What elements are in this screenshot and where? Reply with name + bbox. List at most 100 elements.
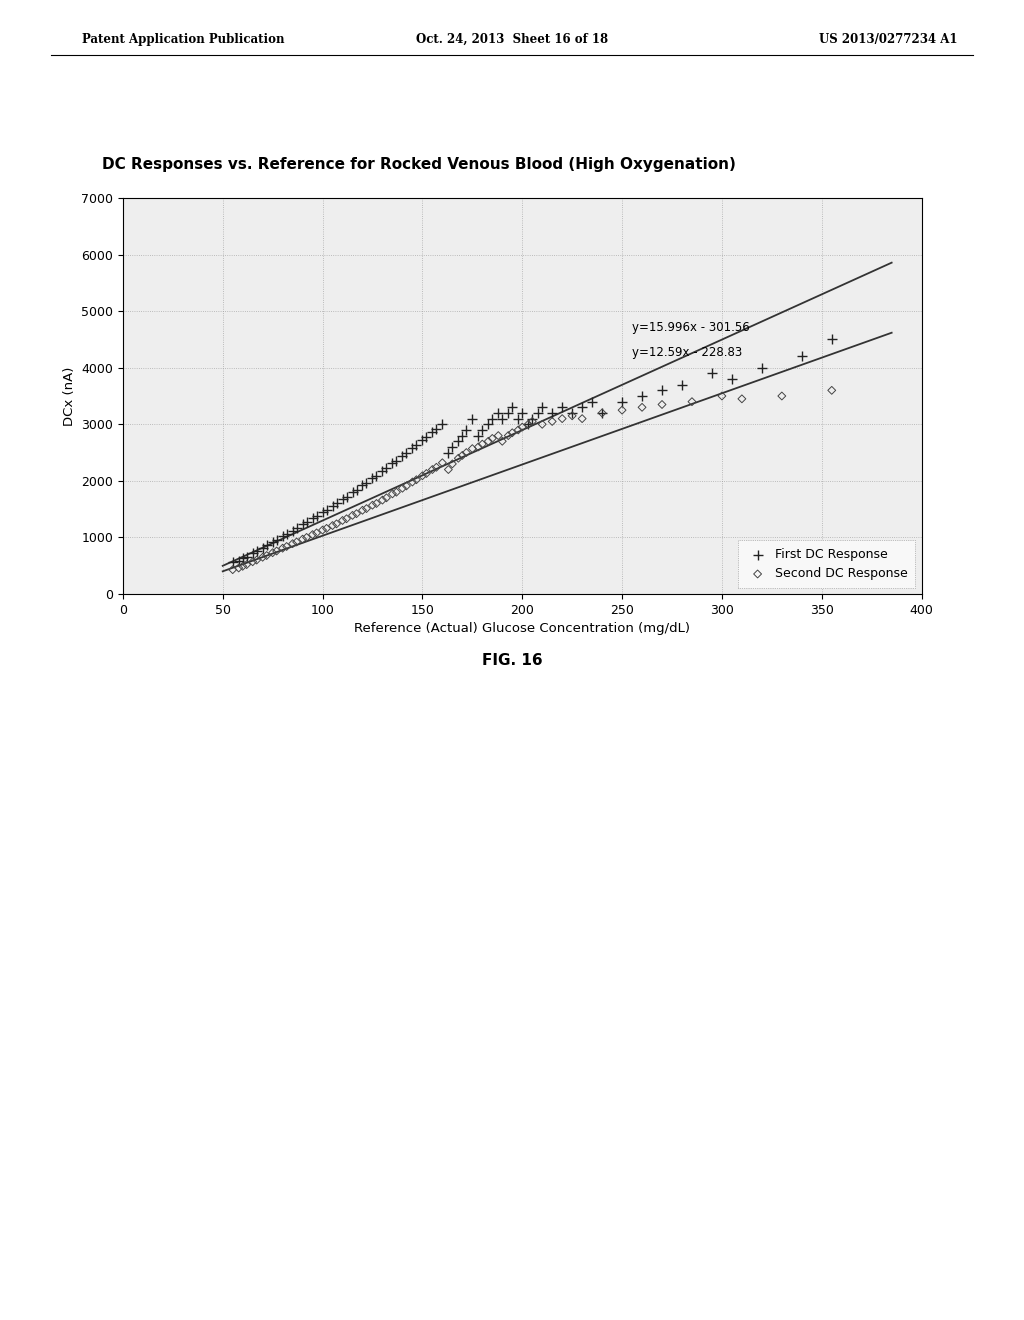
First DC Response bbox=[495, 408, 511, 429]
Second DC Response bbox=[329, 513, 345, 535]
Second DC Response bbox=[594, 403, 610, 424]
First DC Response bbox=[451, 430, 467, 451]
Second DC Response bbox=[451, 447, 467, 469]
First DC Response bbox=[490, 403, 507, 424]
Second DC Response bbox=[474, 433, 490, 454]
Second DC Response bbox=[304, 524, 321, 545]
Text: y=15.996x - 301.56: y=15.996x - 301.56 bbox=[632, 321, 750, 334]
First DC Response bbox=[279, 524, 295, 545]
First DC Response bbox=[500, 403, 516, 424]
First DC Response bbox=[594, 403, 610, 424]
Second DC Response bbox=[224, 560, 241, 581]
X-axis label: Reference (Actual) Glucose Concentration (mg/dL): Reference (Actual) Glucose Concentration… bbox=[354, 622, 690, 635]
Second DC Response bbox=[464, 438, 480, 459]
First DC Response bbox=[418, 426, 434, 447]
Second DC Response bbox=[249, 549, 265, 570]
Second DC Response bbox=[614, 400, 631, 421]
First DC Response bbox=[554, 397, 570, 418]
Second DC Response bbox=[398, 475, 415, 496]
First DC Response bbox=[754, 358, 770, 379]
First DC Response bbox=[455, 425, 471, 446]
Second DC Response bbox=[409, 469, 425, 490]
Text: DC Responses vs. Reference for Rocked Venous Blood (High Oxygenation): DC Responses vs. Reference for Rocked Ve… bbox=[102, 157, 736, 172]
Second DC Response bbox=[480, 430, 497, 451]
Second DC Response bbox=[504, 422, 520, 444]
Second DC Response bbox=[524, 411, 541, 432]
Second DC Response bbox=[455, 445, 471, 466]
First DC Response bbox=[245, 543, 261, 564]
First DC Response bbox=[480, 413, 497, 434]
First DC Response bbox=[573, 397, 590, 418]
First DC Response bbox=[514, 403, 530, 424]
First DC Response bbox=[354, 475, 371, 496]
Second DC Response bbox=[564, 405, 581, 426]
Second DC Response bbox=[500, 425, 516, 446]
Second DC Response bbox=[245, 552, 261, 573]
First DC Response bbox=[314, 502, 331, 523]
Second DC Response bbox=[684, 391, 700, 412]
Second DC Response bbox=[424, 459, 440, 480]
Text: US 2013/0277234 A1: US 2013/0277234 A1 bbox=[819, 33, 957, 46]
First DC Response bbox=[230, 550, 247, 572]
Legend: First DC Response, Second DC Response: First DC Response, Second DC Response bbox=[737, 540, 915, 587]
First DC Response bbox=[338, 486, 354, 507]
First DC Response bbox=[365, 467, 381, 488]
First DC Response bbox=[258, 535, 274, 556]
First DC Response bbox=[654, 380, 671, 401]
First DC Response bbox=[304, 508, 321, 529]
First DC Response bbox=[344, 482, 360, 503]
First DC Response bbox=[358, 473, 375, 494]
Second DC Response bbox=[344, 504, 360, 525]
Second DC Response bbox=[298, 527, 314, 548]
First DC Response bbox=[334, 488, 350, 510]
First DC Response bbox=[348, 479, 365, 500]
Second DC Response bbox=[733, 388, 750, 409]
First DC Response bbox=[614, 391, 631, 412]
Second DC Response bbox=[378, 487, 394, 508]
Second DC Response bbox=[470, 437, 486, 458]
Second DC Response bbox=[338, 508, 354, 529]
Second DC Response bbox=[774, 385, 791, 407]
Second DC Response bbox=[258, 545, 274, 566]
Text: FIG. 16: FIG. 16 bbox=[481, 653, 543, 668]
Second DC Response bbox=[440, 459, 457, 480]
Second DC Response bbox=[510, 420, 526, 441]
First DC Response bbox=[329, 492, 345, 513]
Second DC Response bbox=[388, 482, 404, 503]
First DC Response bbox=[504, 397, 520, 418]
Second DC Response bbox=[308, 523, 325, 544]
Second DC Response bbox=[325, 515, 341, 536]
First DC Response bbox=[409, 434, 425, 455]
First DC Response bbox=[434, 413, 451, 434]
First DC Response bbox=[470, 425, 486, 446]
First DC Response bbox=[464, 408, 480, 429]
First DC Response bbox=[249, 540, 265, 561]
First DC Response bbox=[268, 529, 285, 550]
First DC Response bbox=[298, 512, 314, 533]
Second DC Response bbox=[254, 546, 270, 568]
First DC Response bbox=[794, 346, 810, 367]
Second DC Response bbox=[520, 413, 537, 434]
Second DC Response bbox=[369, 492, 385, 513]
First DC Response bbox=[424, 421, 440, 442]
Second DC Response bbox=[384, 483, 400, 504]
First DC Response bbox=[520, 413, 537, 434]
Second DC Response bbox=[434, 453, 451, 474]
First DC Response bbox=[289, 517, 305, 539]
First DC Response bbox=[398, 442, 415, 463]
First DC Response bbox=[674, 374, 690, 395]
First DC Response bbox=[384, 453, 400, 474]
First DC Response bbox=[544, 403, 560, 424]
Second DC Response bbox=[375, 490, 391, 511]
Second DC Response bbox=[318, 517, 335, 539]
Second DC Response bbox=[230, 557, 247, 578]
Second DC Response bbox=[264, 543, 281, 564]
First DC Response bbox=[458, 420, 474, 441]
Text: y=12.59x - 228.83: y=12.59x - 228.83 bbox=[632, 346, 742, 359]
Second DC Response bbox=[394, 478, 411, 499]
First DC Response bbox=[239, 546, 255, 568]
Second DC Response bbox=[714, 385, 730, 407]
First DC Response bbox=[254, 537, 270, 558]
Second DC Response bbox=[365, 495, 381, 516]
First DC Response bbox=[524, 408, 541, 429]
